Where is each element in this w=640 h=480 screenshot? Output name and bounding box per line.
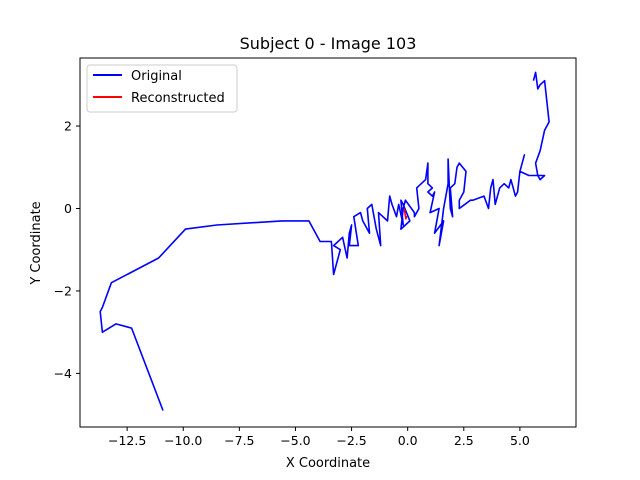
x-tick-label: −5.0 — [280, 433, 310, 448]
legend-label-original: Original — [131, 69, 182, 84]
y-tick-label: 0 — [64, 201, 72, 216]
x-tick-label: −7.5 — [224, 433, 254, 448]
y-tick-label: 2 — [64, 119, 72, 134]
y-tick-label: −4 — [54, 366, 72, 381]
x-axis-label: X Coordinate — [286, 456, 370, 471]
x-tick-label: −10.0 — [164, 433, 202, 448]
plot-lines — [99, 71, 550, 411]
y-axis: −4 −2 0 2 — [54, 119, 80, 381]
series-line-original — [99, 71, 550, 411]
x-tick-label: 0.0 — [398, 433, 418, 448]
x-tick-label: 5.0 — [510, 433, 530, 448]
x-tick-label: 2.5 — [454, 433, 474, 448]
plot-frame — [79, 57, 577, 428]
y-axis-label: Y Coordinate — [29, 201, 44, 285]
series-line-reconstructed — [403, 208, 408, 220]
legend-label-reconstructed: Reconstructed — [131, 91, 225, 106]
x-tick-label: −2.5 — [336, 433, 366, 448]
chart-title: Subject 0 - Image 103 — [240, 34, 417, 53]
x-tick-label: −12.5 — [108, 433, 146, 448]
y-tick-label: −2 — [54, 283, 72, 298]
legend: Original Reconstructed — [86, 64, 238, 113]
x-axis: −12.5 −10.0 −7.5 −5.0 −2.5 0.0 2.5 5.0 — [108, 427, 530, 448]
legend-box — [86, 64, 238, 113]
